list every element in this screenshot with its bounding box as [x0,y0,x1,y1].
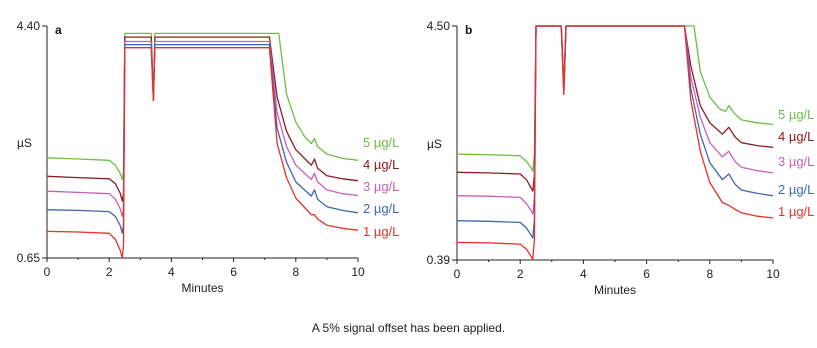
series-line-1-ugL [456,25,774,261]
series-line-5-ugL [456,25,774,172]
series-label-5-ugL: 5 µg/L [363,135,399,150]
x-tick-label: 10 [351,265,365,279]
series-label-1-ugL: 1 µg/L [363,224,399,239]
x-tick-label: 8 [706,267,713,281]
x-axis-label: Minutes [181,281,223,295]
y-axis-label: µS [427,137,442,151]
x-tick-label: 6 [643,267,650,281]
series-label-5-ugL: 5 µg/L [778,107,814,122]
series-line-2-ugL [456,25,774,239]
x-tick-label: 10 [766,267,780,281]
series-label-4-ugL: 4 µg/L [363,157,399,172]
series-line-4-ugL [456,25,774,192]
x-tick-label: 0 [454,267,461,281]
panel-b: 0 2 4 6 8 10 4.50 0.39 Minutes µS b 1 µg/L 2 µg/L 3 µ… [427,19,815,297]
y-tick-label: 4.40 [17,19,41,33]
x-tick-label: 4 [580,267,587,281]
y-tick-label: 4.50 [427,19,451,33]
series-line-2-ugL [46,43,359,234]
x-tick-label: 2 [106,265,113,279]
series-line-3-ugL [456,25,774,215]
x-tick-label: 8 [292,265,299,279]
panel-letter: a [55,23,62,37]
x-tick-label: 0 [44,265,51,279]
series-line-1-ugL [46,47,359,259]
y-tick-label: 0.65 [17,251,41,265]
y-tick-label: 0.39 [427,253,451,267]
series-line-5-ugL [46,32,359,181]
x-tick-label: 6 [230,265,237,279]
x-tick-label: 2 [517,267,524,281]
series-line-3-ugL [46,40,359,218]
series-label-2-ugL: 2 µg/L [778,182,814,197]
footnote: A 5% signal offset has been applied. [311,321,506,335]
x-tick-label: 4 [168,265,175,279]
series-label-4-ugL: 4 µg/L [778,129,814,144]
y-axis-label: µS [17,136,32,150]
series-label-1-ugL: 1 µg/L [778,204,814,219]
panel-a: 0 2 4 6 8 10 4.40 0.65 Minutes µS a 1 µg/L 2 µg/L 3 µ… [17,19,400,295]
series-label-3-ugL: 3 µg/L [778,154,814,169]
panel-letter: b [465,23,472,37]
series-label-2-ugL: 2 µg/L [363,201,399,216]
series-line-4-ugL [46,36,359,202]
series-label-3-ugL: 3 µg/L [363,179,399,194]
x-axis-label: Minutes [594,283,636,297]
